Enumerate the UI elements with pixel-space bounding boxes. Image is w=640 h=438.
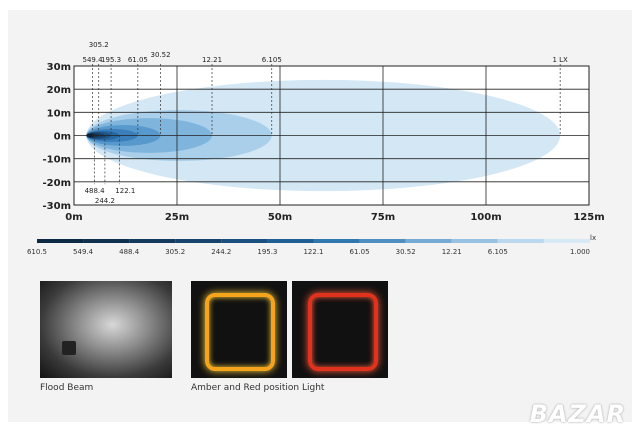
colorbar-segment <box>405 239 452 243</box>
plot-border <box>73 65 590 206</box>
colorbar-segment <box>313 239 360 243</box>
amber-ring <box>205 293 275 371</box>
y-tick-label: -10m <box>43 155 72 166</box>
colorbar-label: 1.000 <box>570 248 590 256</box>
x-tick-label: 100m <box>470 212 501 223</box>
colorbar-label: 195.3 <box>257 248 277 256</box>
logo: BAZAR <box>529 400 626 428</box>
colorbar-segment <box>37 239 84 243</box>
colorbar-label: 610.5 <box>27 248 47 256</box>
flood-beam-caption: Flood Beam <box>40 383 94 393</box>
contour-label: 195.3 <box>101 56 121 64</box>
x-tick-label: 25m <box>165 212 189 223</box>
beam-chart: 0m 25m 50m 75m 100m 125m 30m 20m 10m 0m -10m -20m -3… <box>27 41 605 256</box>
x-tick-label: 125m <box>573 212 604 223</box>
colorbar-segment <box>221 239 268 243</box>
contour-label: 12.21 <box>202 56 222 64</box>
colorbar-segment <box>543 239 590 243</box>
colorbar-label: 549.4 <box>73 248 94 256</box>
y-tick-label: -20m <box>43 178 72 189</box>
contour-label: 549.4 <box>83 56 104 64</box>
colorbar-segment <box>175 239 222 243</box>
contour-label: 122.1 <box>115 187 135 195</box>
red-light-photo <box>292 281 388 378</box>
y-tick-label: 10m <box>47 108 71 119</box>
colorbar-label: 12.21 <box>442 248 462 256</box>
y-tick-label: -30m <box>43 201 72 212</box>
colorbar-segment <box>267 239 314 243</box>
colorbar-label: 305.2 <box>165 248 185 256</box>
colorbar-label: 244.2 <box>211 248 231 256</box>
colorbar-label: 488.4 <box>119 248 140 256</box>
y-tick-label: 20m <box>47 85 71 96</box>
colorbar-segment <box>129 239 176 243</box>
y-tick-label: 0m <box>54 132 71 143</box>
colorbar-label: 6.105 <box>488 248 508 256</box>
contour-label: 1 LX <box>552 56 568 64</box>
contour-label: 6.105 <box>262 56 282 64</box>
colorbar-label: 61.05 <box>350 248 370 256</box>
colorbar-segment <box>359 239 406 243</box>
x-tick-label: 75m <box>371 212 395 223</box>
contour-label: 244.2 <box>95 197 115 205</box>
colorbar-segment <box>497 239 544 243</box>
contour-label: 61.05 <box>128 56 148 64</box>
colorbar-segment <box>83 239 130 243</box>
x-tick-label: 0m <box>65 212 82 223</box>
contour-label: 305.2 <box>89 41 109 49</box>
x-tick-label: 50m <box>268 212 292 223</box>
colorbar-segment <box>451 239 498 243</box>
lamp-icon <box>62 341 76 355</box>
colorbar-unit: lx <box>590 234 596 242</box>
position-light-caption: Amber and Red position Light <box>191 383 325 393</box>
contour-label: 30.52 <box>150 51 170 59</box>
y-tick-label: 30m <box>47 62 71 73</box>
colorbar-label: 122.1 <box>303 248 323 256</box>
flood-beam-photo <box>40 281 172 378</box>
red-ring <box>308 293 378 371</box>
colorbar-label: 30.52 <box>396 248 416 256</box>
contour-label: 488.4 <box>85 187 106 195</box>
amber-light-photo <box>191 281 287 378</box>
